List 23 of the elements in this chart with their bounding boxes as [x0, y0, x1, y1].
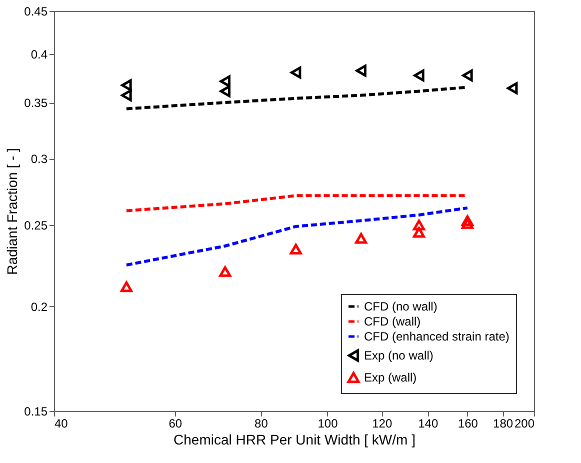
y-tick-label: 0.15 [24, 404, 48, 418]
x-tick-label: 60 [168, 416, 182, 430]
x-tick-label: 40 [54, 416, 68, 430]
y-tick-label: 0.2 [30, 300, 48, 314]
x-tick-label: 200 [514, 416, 535, 430]
legend-label: Exp (wall) [364, 370, 417, 384]
legend-label: Exp (no wall) [364, 348, 434, 362]
x-tick-label: 80 [254, 416, 268, 430]
y-tick-label: 0.35 [24, 96, 48, 110]
y-tick-label: 0.45 [24, 4, 48, 18]
y-tick-label: 0.4 [30, 47, 48, 62]
x-tick-label: 120 [372, 416, 392, 430]
y-tick-label: 0.3 [30, 152, 48, 166]
y-tick-label: 0.25 [24, 218, 48, 233]
legend-label: CFD (no wall) [364, 300, 438, 314]
x-tick-label: 100 [318, 416, 338, 430]
y-axis-title: Radiant Fraction [ - ] [4, 148, 20, 275]
legend-label: CFD (wall) [364, 314, 421, 328]
x-tick-label: 140 [418, 416, 438, 430]
x-tick-label: 180 [493, 416, 514, 430]
legend-label: CFD (enhanced strain rate) [364, 330, 510, 344]
x-axis-title: Chemical HRR Per Unit Width [ kW/m ] [174, 432, 416, 448]
x-tick-label: 160 [458, 416, 478, 430]
